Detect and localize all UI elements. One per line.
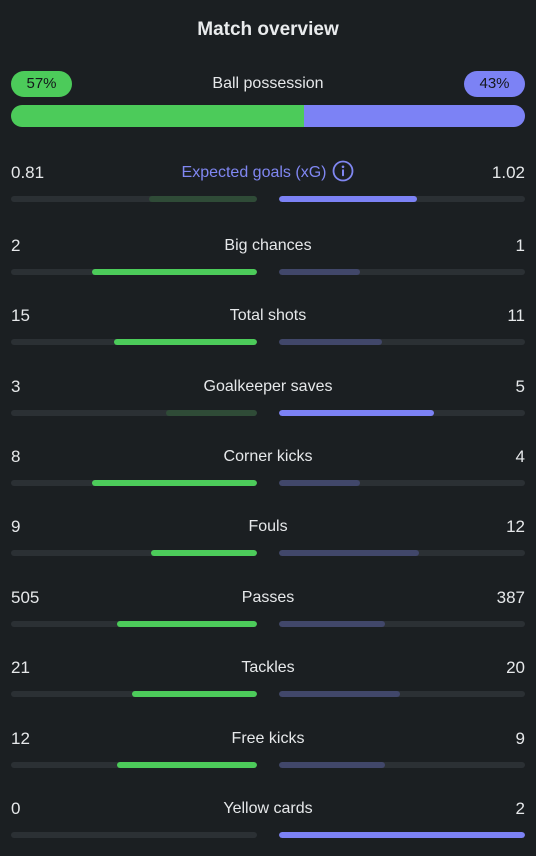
home-stat-bar-fill [165,410,257,416]
away-stat-value: 4 [515,447,525,466]
away-stat-bar-fill [279,410,434,416]
stat-label[interactable]: Expected goals (xG) [11,160,525,185]
away-stat-bar [279,762,525,768]
away-stat-bar [279,621,525,627]
home-stat-bar-fill [151,550,257,556]
stat-row: 2 Big chances 1 [11,234,525,278]
home-stat-value: 8 [11,447,21,466]
stat-row: 0.81 Expected goals (xG) 1.02 [11,160,525,205]
away-stat-bar [279,269,525,275]
home-stat-bar [11,832,257,838]
stat-label: Total shots [11,304,525,328]
home-stat-bar [11,480,257,486]
stat-label-text: Goalkeeper saves [203,378,333,395]
away-stat-bar-fill [279,550,420,556]
stat-label-text: Total shots [229,307,307,324]
home-stat-value: 3 [11,377,21,396]
away-stat-value: 9 [515,729,525,748]
home-stat-bar [11,269,257,275]
stat-label-text: Tackles [241,659,295,676]
stat-label-text: Corner kicks [223,448,313,465]
home-stat-value: 0 [11,799,21,818]
home-stat-bar-fill [148,196,257,202]
away-stat-value: 11 [507,306,525,325]
home-stat-bar-fill [92,480,257,486]
away-stat-value: 387 [496,588,525,607]
stat-label: Tackles [11,656,525,680]
possession-bar-away [303,105,525,127]
away-stat-value: 2 [515,799,525,818]
home-stat-bar [11,196,257,202]
possession-bar [11,105,525,127]
stat-label-text: Fouls [248,518,288,535]
info-icon[interactable] [332,160,354,182]
possession-row: 57% Ball possession 43% [11,71,525,97]
home-stat-value: 9 [11,517,21,536]
away-stat-bar-fill [279,269,361,275]
stat-label: Yellow cards [11,797,525,821]
stat-label-text: Passes [241,589,295,606]
away-stat-value: 1.02 [491,163,525,182]
stat-label: Fouls [11,515,525,539]
home-stat-bar-fill [116,621,257,627]
away-stat-bar [279,480,525,486]
stat-label: Goalkeeper saves [11,375,525,399]
home-stat-bar-fill [92,269,257,275]
away-stat-value: 12 [506,517,525,536]
stat-label: Free kicks [11,727,525,751]
away-stat-bar [279,550,525,556]
home-stat-bar-fill [116,762,257,768]
stat-label: Corner kicks [11,445,525,469]
away-stat-bar-fill [279,762,385,768]
home-stat-value: 15 [11,306,30,325]
away-stat-bar-fill [279,832,525,838]
home-stat-bar [11,339,257,345]
stat-row: 21 Tackles 20 [11,656,525,700]
stat-row: 8 Corner kicks 4 [11,445,525,489]
away-stat-value: 5 [515,377,525,396]
away-stat-bar [279,410,525,416]
stat-row: 15 Total shots 11 [11,304,525,348]
home-stat-bar [11,410,257,416]
home-stat-bar [11,691,257,697]
home-stat-bar [11,762,257,768]
away-stat-bar-fill [279,480,361,486]
home-stat-value: 505 [11,588,40,607]
home-stat-bar-fill [131,691,257,697]
stat-row: 12 Free kicks 9 [11,727,525,771]
stat-label: Big chances [11,234,525,258]
panel-title: Match overview [197,19,339,40]
away-stat-bar-fill [279,621,385,627]
stat-label-text: Yellow cards [223,800,313,817]
stat-label: Passes [11,586,525,610]
away-possession-badge: 43% [464,71,525,97]
home-stat-value: 21 [11,658,30,677]
stat-row: 3 Goalkeeper saves 5 [11,375,525,419]
away-stat-bar-fill [279,339,383,345]
possession-label: Ball possession [212,75,324,92]
stat-row: 505 Passes 387 [11,586,525,630]
away-stat-bar-fill [279,196,417,202]
stat-label-text: Free kicks [231,730,305,747]
away-stat-bar [279,691,525,697]
home-stat-bar [11,621,257,627]
home-stat-value: 2 [11,236,21,255]
home-possession-badge: 57% [11,71,72,97]
possession-bar-home [11,105,304,127]
home-stat-value: 12 [11,729,30,748]
stat-row: 9 Fouls 12 [11,515,525,559]
stat-label-text: Big chances [224,237,312,254]
stat-label-text: Expected goals (xG) [181,164,327,181]
away-stat-value: 20 [506,658,525,677]
away-stat-bar [279,339,525,345]
away-stat-bar-fill [279,691,400,697]
stat-row: 0 Yellow cards 2 [11,797,525,841]
away-stat-bar [279,832,525,838]
away-stat-value: 1 [515,236,525,255]
away-stat-bar [279,196,525,202]
home-stat-bar [11,550,257,556]
home-stat-value: 0.81 [11,163,45,182]
home-stat-bar-fill [114,339,257,345]
